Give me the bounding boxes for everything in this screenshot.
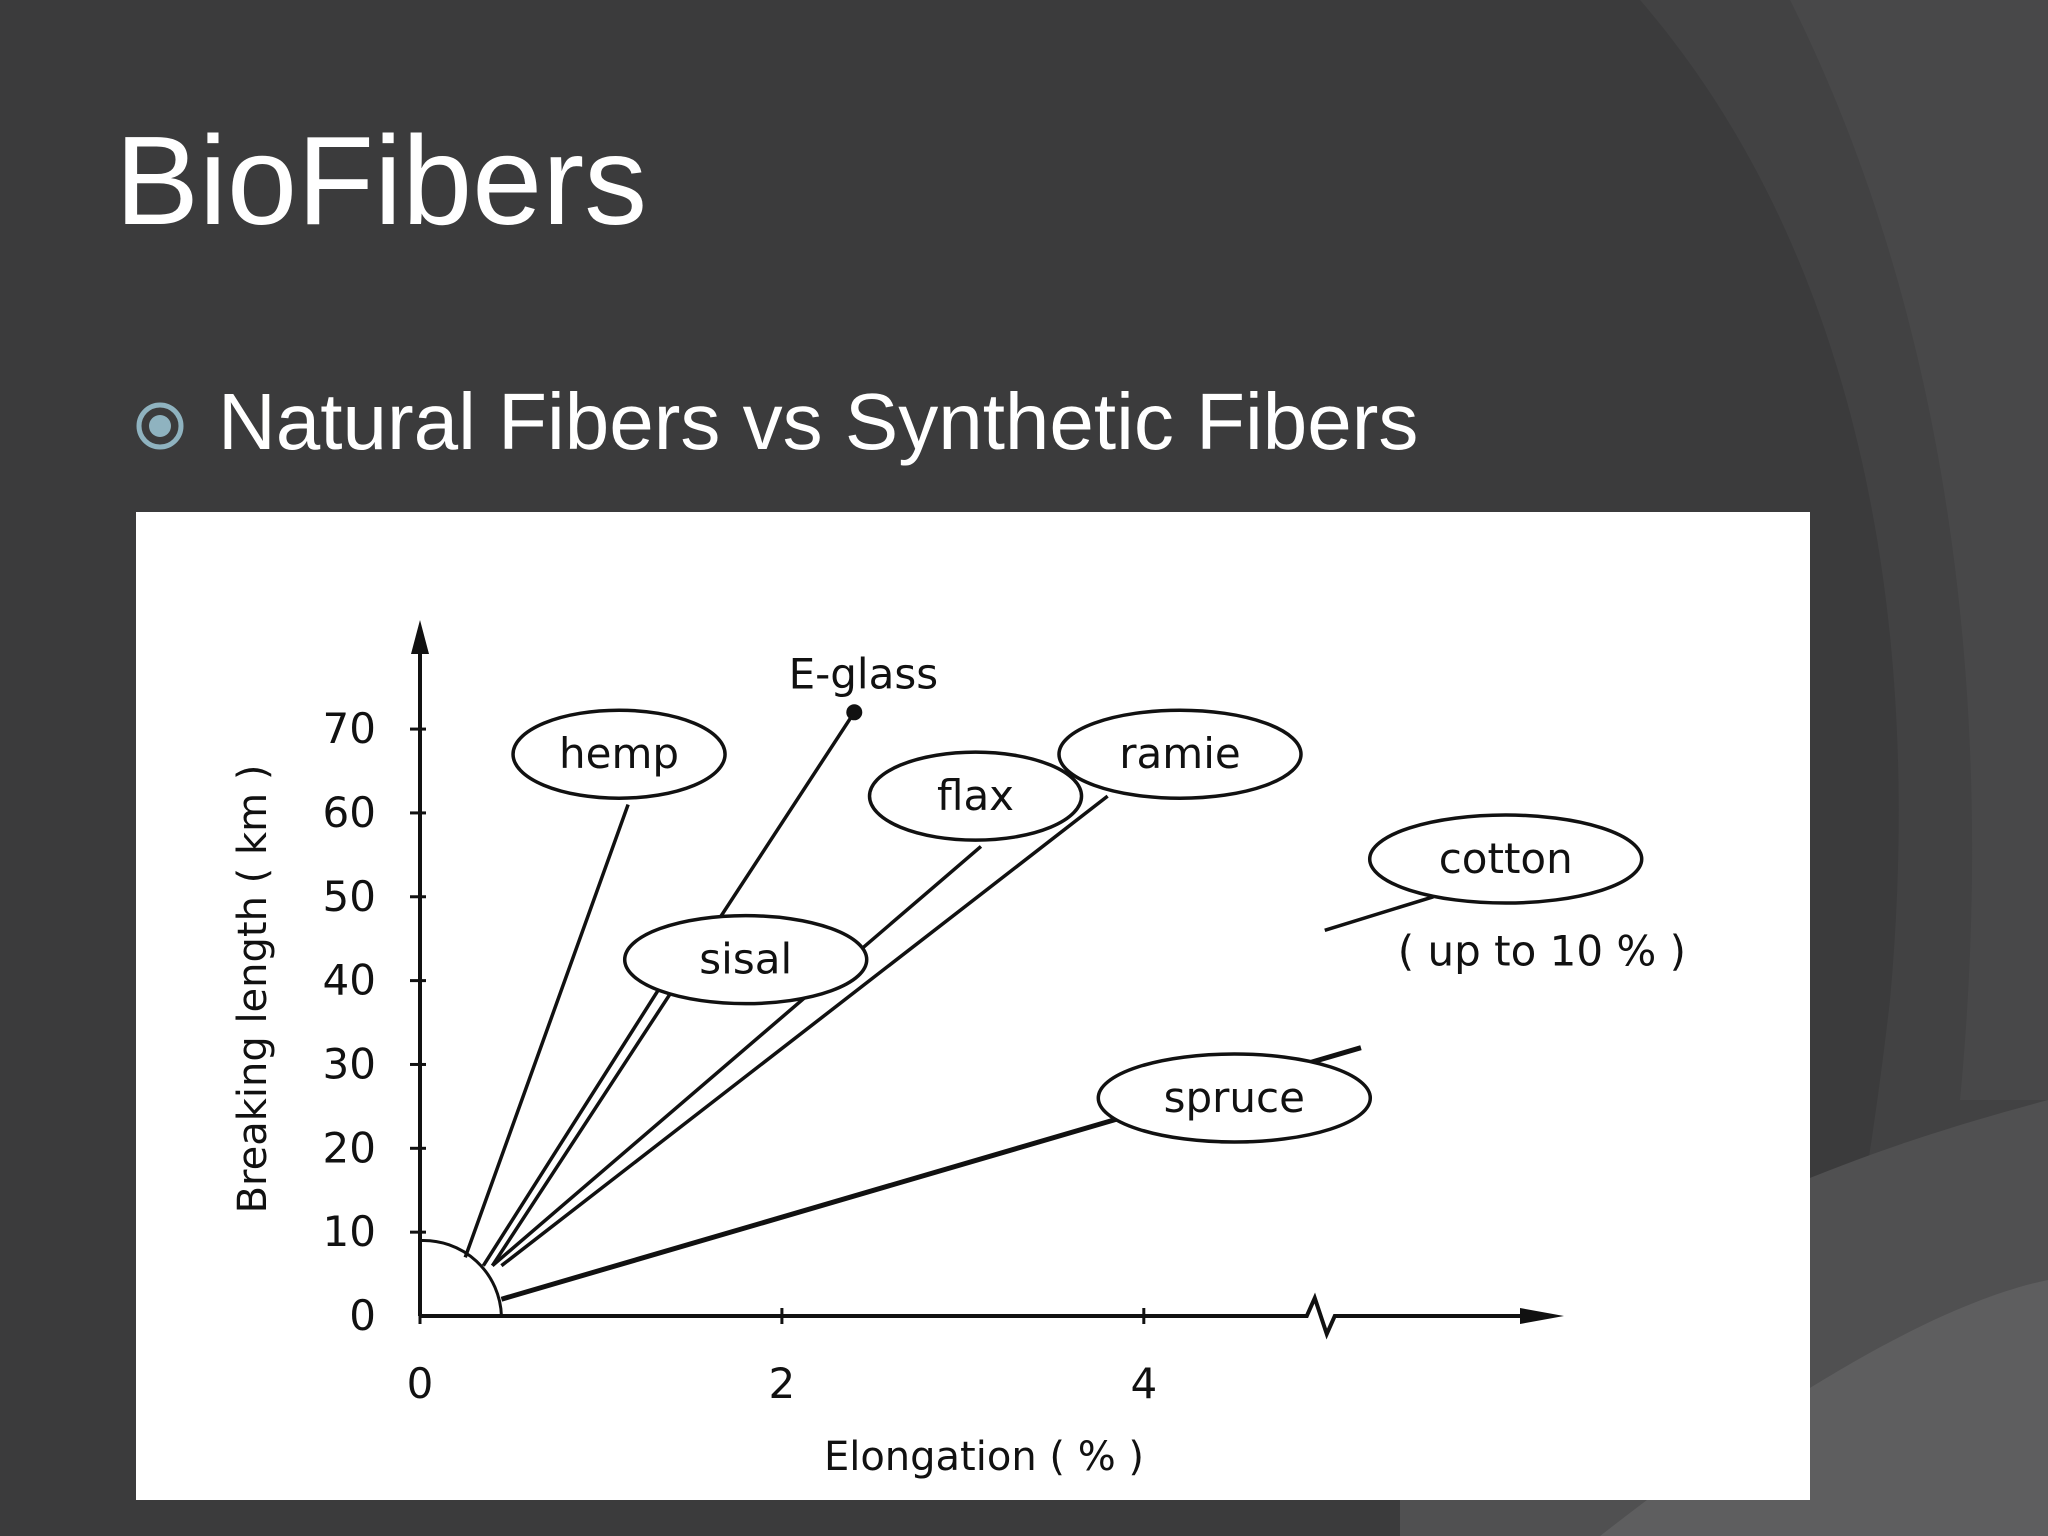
bullet-text: Natural Fibers vs Synthetic Fibers [218, 377, 1419, 466]
annotation-spruce: spruce [1164, 1073, 1305, 1122]
annotation-cotton: cotton [1439, 834, 1573, 883]
annotation-sisal-ellipse [622, 913, 869, 1006]
circle-bullet-icon [136, 402, 184, 450]
x-axis-line [420, 1292, 1550, 1340]
series-endpoint-e-glass [846, 704, 863, 721]
annotation-ramie: ramie [1119, 729, 1240, 778]
breaking-length-elongation-chart: 0 10 20 30 40 50 60 70 0 2 4 Elongation ( % ) Breaki… [230, 620, 1686, 1480]
y-tick-label: 30 [323, 1039, 376, 1088]
annotation-flax: flax [937, 771, 1014, 820]
annotation-up-to-10: ( up to 10 % ) [1398, 926, 1686, 975]
series-line-ramie [500, 794, 1109, 1268]
y-tick-label: 70 [323, 704, 376, 753]
chart-panel: 0 10 20 30 40 50 60 70 0 2 4 Elongation ( % ) Breaki… [136, 512, 1810, 1500]
series-line-sisal [481, 979, 666, 1267]
series-line-cotton [1324, 895, 1434, 932]
annotation-sisal: sisal [699, 935, 792, 984]
slide-title: BioFibers [115, 110, 648, 251]
x-tick-label: 2 [769, 1359, 796, 1408]
x-axis-label: Elongation ( % ) [824, 1434, 1144, 1480]
y-tick-label: 10 [323, 1207, 376, 1256]
annotation-hemp-ellipse [511, 708, 727, 800]
y-tick-label: 50 [323, 872, 376, 921]
x-tick-label: 0 [407, 1359, 434, 1408]
y-axis-arrow [411, 620, 429, 654]
y-tick-label: 20 [323, 1123, 376, 1172]
annotation-cotton-ellipse [1367, 813, 1644, 905]
x-axis-arrow [1520, 1308, 1564, 1324]
annotation-flax-ellipse [867, 750, 1084, 842]
y-tick-label: 60 [323, 788, 376, 837]
y-tick-label: 0 [349, 1291, 376, 1340]
origin-arc [419, 1239, 503, 1317]
annotation-spruce-ellipse [1096, 1052, 1373, 1144]
series-line-hemp [463, 803, 630, 1258]
annotation-e-glass: E-glass [789, 650, 939, 699]
series-line-flax [491, 845, 983, 1268]
y-tick-label: 40 [323, 956, 376, 1005]
annotation-hemp: hemp [559, 729, 679, 778]
annotation-ramie-ellipse [1057, 708, 1303, 800]
y-axis-label: Breaking length ( km ) [230, 765, 276, 1214]
x-tick-label: 4 [1130, 1359, 1157, 1408]
